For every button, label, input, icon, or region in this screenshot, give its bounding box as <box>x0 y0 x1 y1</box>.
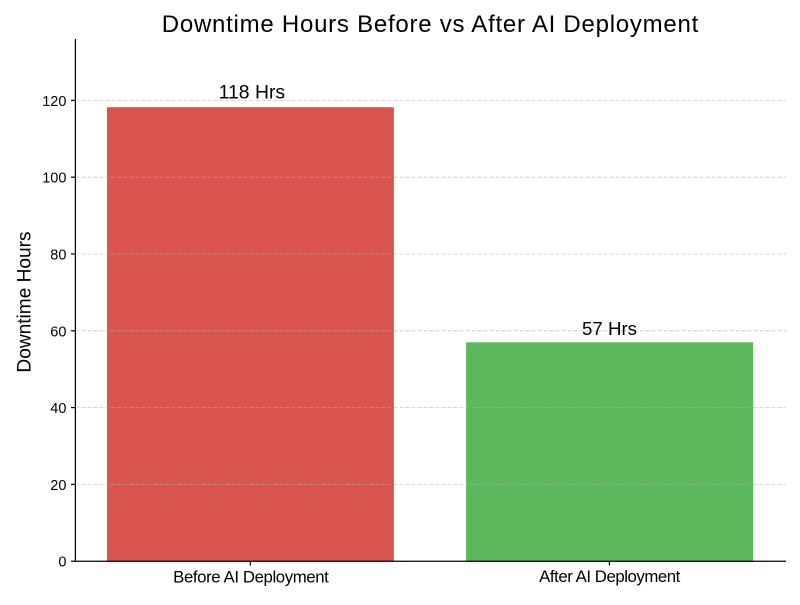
svg-text:120: 120 <box>42 94 66 110</box>
svg-text:100: 100 <box>42 171 66 187</box>
svg-text:118 Hrs: 118 Hrs <box>219 82 285 104</box>
svg-text:Downtime Hours: Downtime Hours <box>15 231 36 372</box>
svg-text:After AI Deployment: After AI Deployment <box>539 567 680 586</box>
svg-text:60: 60 <box>50 324 66 340</box>
svg-text:Downtime Hours Before vs After: Downtime Hours Before vs After AI Deploy… <box>162 11 699 38</box>
svg-text:80: 80 <box>50 248 66 264</box>
svg-text:Before AI Deployment: Before AI Deployment <box>173 568 329 587</box>
svg-text:40: 40 <box>50 401 66 417</box>
svg-text:57 Hrs: 57 Hrs <box>582 318 637 339</box>
svg-text:0: 0 <box>58 555 66 571</box>
svg-text:20: 20 <box>50 478 66 494</box>
